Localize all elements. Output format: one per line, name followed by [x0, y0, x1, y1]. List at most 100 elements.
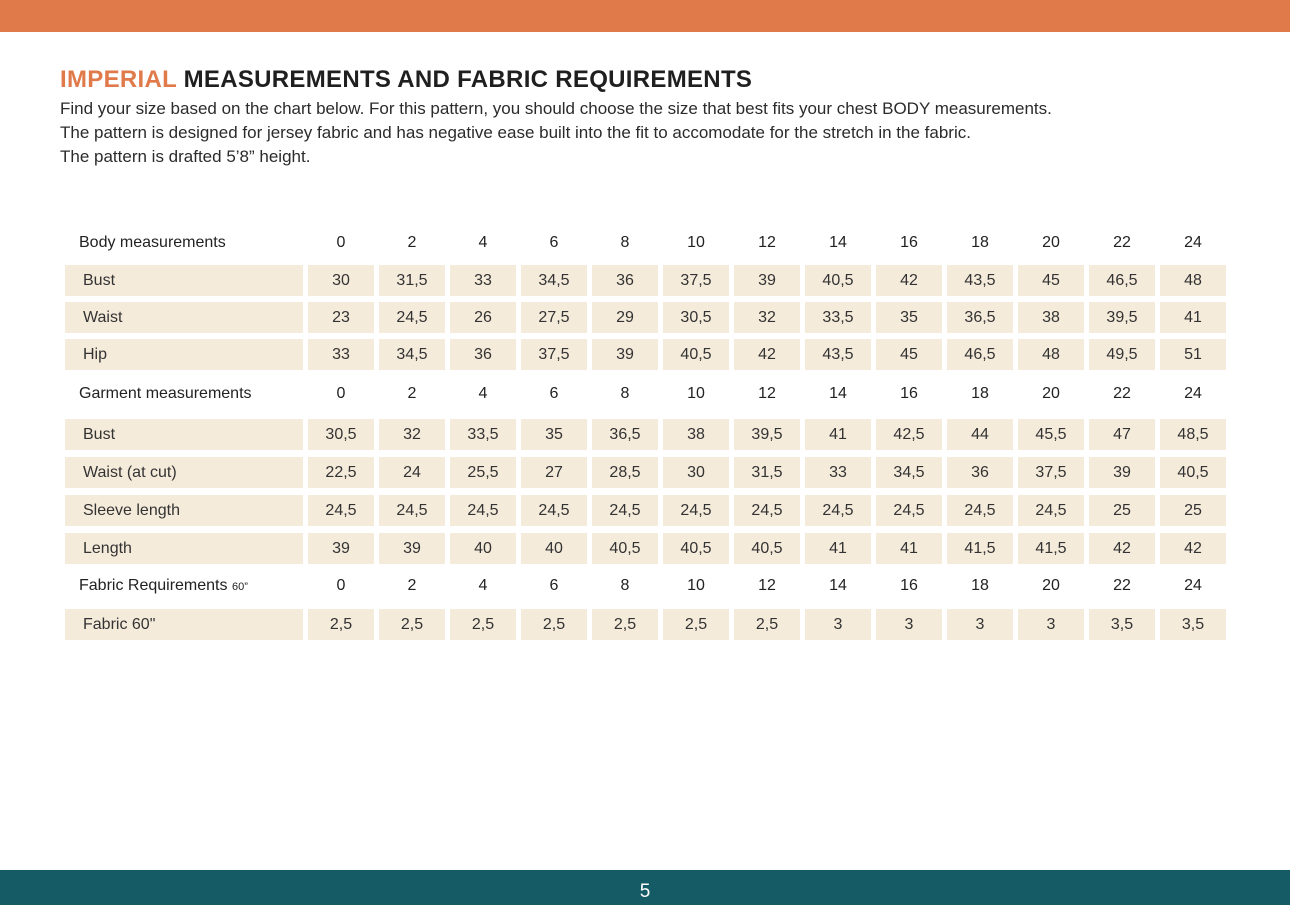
- table-cell: 40,5: [734, 533, 800, 564]
- table-cell: 30: [308, 265, 374, 296]
- row-label: Bust: [65, 265, 303, 296]
- section-header-label: Fabric Requirements: [79, 577, 228, 594]
- table-cell: 3: [876, 609, 942, 640]
- table-cell: 40,5: [592, 533, 658, 564]
- table-cell: 38: [1018, 302, 1084, 333]
- table-cell: 24,5: [308, 495, 374, 526]
- table-cell: 46,5: [947, 339, 1013, 370]
- table-cell: 32: [379, 419, 445, 450]
- row-label: Fabric 60": [65, 609, 303, 640]
- size-header: 2: [407, 577, 417, 594]
- table-cell: 37,5: [521, 339, 587, 370]
- size-header: 8: [620, 234, 630, 251]
- size-header: 2: [407, 385, 417, 402]
- table-cell: 24,5: [876, 495, 942, 526]
- size-header: 24: [1184, 577, 1202, 594]
- size-header: 10: [687, 385, 705, 402]
- page-title: IMPERIAL MEASUREMENTS AND FABRIC REQUIRE…: [60, 66, 752, 94]
- table-cell: 3: [947, 609, 1013, 640]
- table-cell: 2,5: [450, 609, 516, 640]
- size-header: 14: [829, 234, 847, 251]
- table-cell: 2,5: [308, 609, 374, 640]
- table-cell: 24: [379, 457, 445, 488]
- table-cell: 26: [450, 302, 516, 333]
- row-label: Waist (at cut): [65, 457, 303, 488]
- section-header: Body measurements: [79, 231, 309, 255]
- table-cell: 35: [876, 302, 942, 333]
- table-cell: 24,5: [1018, 495, 1084, 526]
- row-label: Hip: [65, 339, 303, 370]
- table-cell: 51: [1160, 339, 1226, 370]
- size-header: 4: [478, 234, 488, 251]
- table-cell: 41,5: [1018, 533, 1084, 564]
- table-cell: 45: [876, 339, 942, 370]
- table-cell: 36: [592, 265, 658, 296]
- size-header: 16: [900, 234, 918, 251]
- size-header: 8: [620, 577, 630, 594]
- size-header: 12: [758, 385, 776, 402]
- row-label: Waist: [65, 302, 303, 333]
- section-header: Garment measurements: [79, 382, 309, 406]
- table-cell: 3: [805, 609, 871, 640]
- table-cell: 27: [521, 457, 587, 488]
- size-header: 22: [1113, 234, 1131, 251]
- table-cell: 39,5: [734, 419, 800, 450]
- table-cell: 24,5: [379, 302, 445, 333]
- table-cell: 24,5: [450, 495, 516, 526]
- table-cell: 38: [663, 419, 729, 450]
- table-cell: 43,5: [805, 339, 871, 370]
- table-cell: 41: [1160, 302, 1226, 333]
- size-header: 24: [1184, 234, 1202, 251]
- table-cell: 25: [1089, 495, 1155, 526]
- table-cell: 40: [521, 533, 587, 564]
- top-color-bar: [0, 0, 1290, 32]
- table-cell: 2,5: [592, 609, 658, 640]
- title-accent: IMPERIAL: [60, 66, 177, 93]
- size-header: 18: [971, 234, 989, 251]
- row-label: Sleeve length: [65, 495, 303, 526]
- section-header: Fabric Requirements 60”: [79, 574, 309, 598]
- table-cell: 36: [947, 457, 1013, 488]
- size-header: 0: [336, 577, 346, 594]
- table-cell: 37,5: [1018, 457, 1084, 488]
- table-cell: 24,5: [592, 495, 658, 526]
- size-header: 10: [687, 577, 705, 594]
- table-cell: 42: [876, 265, 942, 296]
- size-header: 22: [1113, 385, 1131, 402]
- table-cell: 30: [663, 457, 729, 488]
- table-cell: 35: [521, 419, 587, 450]
- table-cell: 24,5: [805, 495, 871, 526]
- table-cell: 43,5: [947, 265, 1013, 296]
- table-cell: 33: [450, 265, 516, 296]
- table-cell: 22,5: [308, 457, 374, 488]
- table-cell: 36,5: [592, 419, 658, 450]
- table-cell: 32: [734, 302, 800, 333]
- table-cell: 33,5: [805, 302, 871, 333]
- table-cell: 48: [1018, 339, 1084, 370]
- table-cell: 42: [734, 339, 800, 370]
- table-cell: 46,5: [1089, 265, 1155, 296]
- table-cell: 39: [1089, 457, 1155, 488]
- table-cell: 31,5: [734, 457, 800, 488]
- table-cell: 47: [1089, 419, 1155, 450]
- table-cell: 2,5: [379, 609, 445, 640]
- table-cell: 2,5: [734, 609, 800, 640]
- table-cell: 44: [947, 419, 1013, 450]
- title-rest: MEASUREMENTS AND FABRIC REQUIREMENTS: [176, 66, 753, 93]
- table-cell: 49,5: [1089, 339, 1155, 370]
- section-header-suffix: 60”: [231, 581, 248, 593]
- table-cell: 40,5: [805, 265, 871, 296]
- table-cell: 42: [1160, 533, 1226, 564]
- size-header: 20: [1042, 577, 1060, 594]
- size-header: 18: [971, 577, 989, 594]
- table-cell: 31,5: [379, 265, 445, 296]
- size-header: 2: [407, 234, 417, 251]
- table-cell: 42: [1089, 533, 1155, 564]
- table-cell: 36,5: [947, 302, 1013, 333]
- table-cell: 36: [450, 339, 516, 370]
- row-label: Bust: [65, 419, 303, 450]
- table-cell: 39: [592, 339, 658, 370]
- table-cell: 39,5: [1089, 302, 1155, 333]
- table-cell: 33: [805, 457, 871, 488]
- table-cell: 48: [1160, 265, 1226, 296]
